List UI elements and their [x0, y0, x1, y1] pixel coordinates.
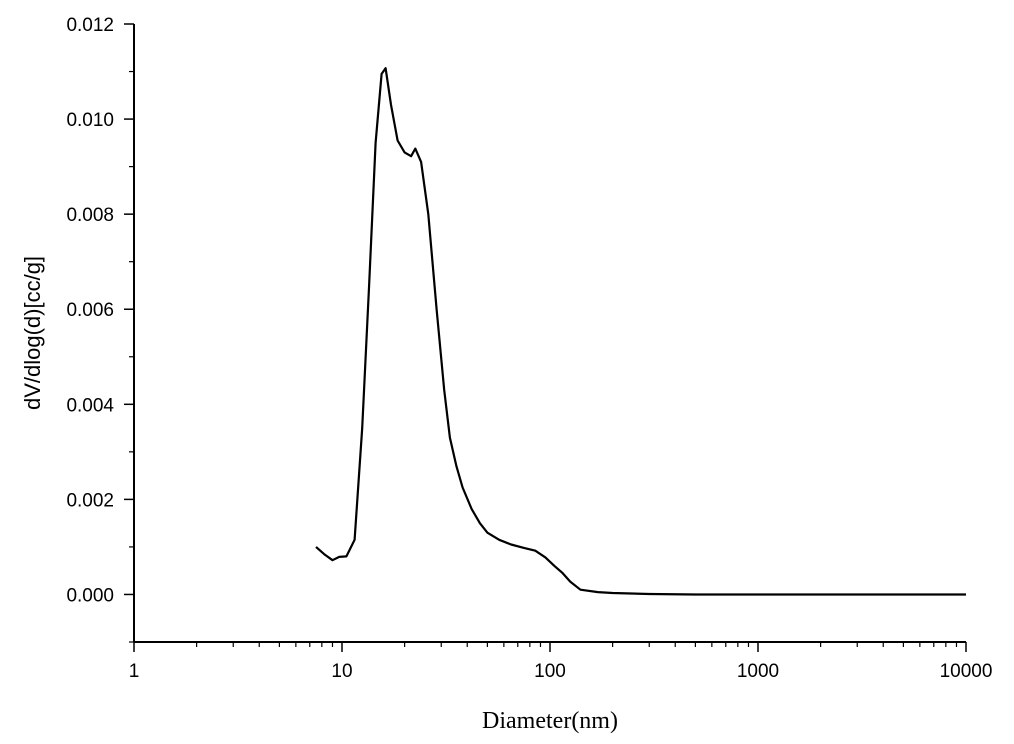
x-axis-label: Diameter(nm) [482, 708, 618, 734]
series-line [315, 67, 966, 596]
y-tick-label: 0.000 [66, 585, 114, 606]
y-tick-label: 0.006 [66, 300, 114, 321]
x-tick-label: 1 [129, 661, 140, 682]
y-tick-label: 0.012 [66, 15, 114, 36]
x-tick-label: 10000 [940, 661, 993, 682]
y-axis-label: dV/dlog(d)[cc/g] [20, 256, 45, 410]
y-tick-label: 0.008 [66, 205, 114, 226]
x-tick-label: 1000 [737, 661, 779, 682]
y-tick-label: 0.002 [66, 490, 114, 511]
x-tick-label: 10 [331, 661, 352, 682]
y-tick-label: 0.010 [66, 110, 114, 131]
y-tick-label: 0.004 [66, 395, 114, 416]
x-tick-label: 100 [534, 661, 566, 682]
